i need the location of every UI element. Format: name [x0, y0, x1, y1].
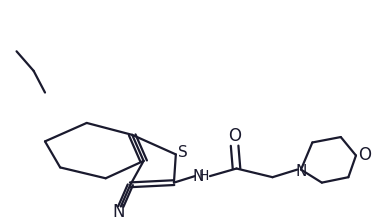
Text: N: N — [112, 203, 125, 221]
Text: N: N — [193, 169, 204, 184]
Text: O: O — [358, 146, 371, 164]
Text: S: S — [178, 145, 188, 160]
Text: H: H — [199, 169, 209, 183]
Text: N: N — [295, 164, 307, 179]
Text: O: O — [228, 127, 241, 145]
